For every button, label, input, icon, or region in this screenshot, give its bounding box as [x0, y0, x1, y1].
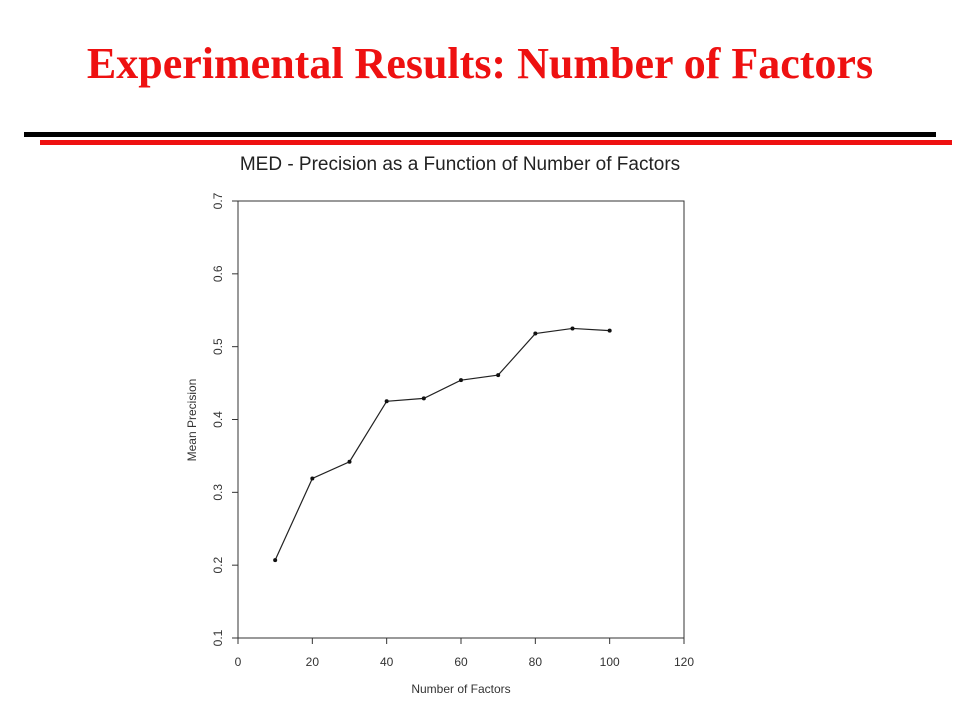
data-point	[273, 558, 278, 563]
x-tick-label: 80	[529, 655, 543, 669]
x-axis-label: Number of Factors	[411, 682, 510, 696]
x-tick-label: 120	[674, 655, 694, 669]
data-point	[533, 331, 538, 336]
x-axis: 0 20 40 60 80 100 120	[235, 638, 694, 669]
y-tick-label: 0.5	[211, 338, 225, 355]
data-point	[607, 328, 612, 333]
y-tick-label: 0.7	[211, 192, 225, 209]
slide-title: Experimental Results: Number of Factors	[86, 39, 874, 88]
y-tick-label: 0.3	[211, 484, 225, 501]
chart-title: MED - Precision as a Function of Number …	[240, 154, 680, 175]
data-point	[496, 373, 501, 378]
data-point	[347, 459, 352, 464]
title-rule-black	[24, 132, 936, 137]
x-tick-label: 0	[235, 655, 242, 669]
x-tick-label: 20	[306, 655, 320, 669]
y-axis-label: Mean Precision	[185, 379, 199, 462]
x-tick-label: 60	[454, 655, 468, 669]
series-layer	[273, 326, 612, 563]
plot-frame	[237, 200, 685, 639]
data-point	[421, 396, 426, 401]
x-tick-label: 100	[600, 655, 620, 669]
data-point	[459, 378, 463, 383]
y-tick-label: 0.1	[211, 629, 225, 646]
data-point	[384, 399, 389, 404]
y-tick-label: 0.2	[211, 557, 225, 574]
y-tick-label: 0.4	[211, 411, 225, 428]
x-tick-label: 40	[380, 655, 394, 669]
data-point	[310, 476, 315, 481]
y-axis: 0.1 0.2 0.3 0.4 0.5 0.6 0.7	[211, 192, 238, 646]
y-tick-label: 0.6	[211, 265, 225, 282]
series-line	[274, 327, 610, 561]
data-point	[570, 326, 575, 331]
title-rule-red	[40, 140, 952, 145]
